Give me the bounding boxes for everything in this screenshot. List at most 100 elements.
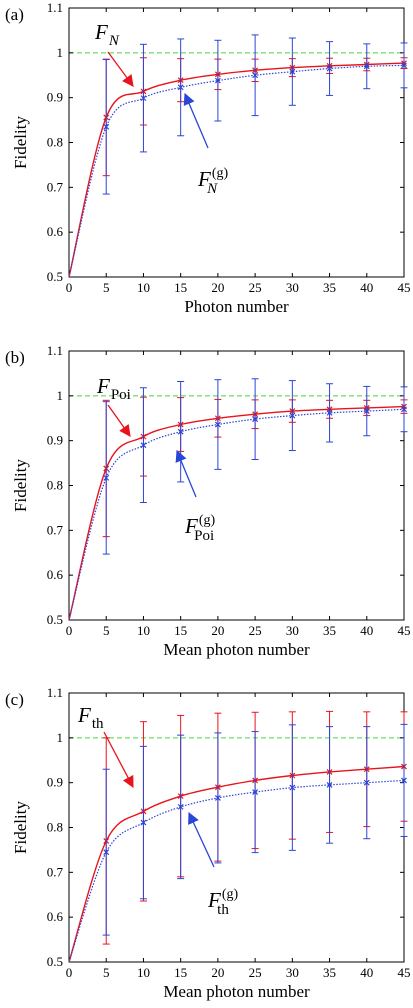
annotation-subscript: N: [206, 181, 218, 197]
data-point-blue: [252, 416, 259, 423]
data-point-blue: [401, 777, 407, 784]
data-point-blue: [326, 409, 333, 416]
marker-stroke: [140, 95, 147, 102]
x-tick-label: 10: [137, 280, 150, 295]
marker-stroke: [326, 65, 333, 72]
series-line-red: [68, 405, 405, 621]
marker-stroke: [177, 428, 184, 435]
panel-1: 0 5 10 15 20 25 30 35 40 45 0.5 0.6 0.7 0.8 0.9 1 1.1 Pho…: [5, 0, 411, 316]
x-axis-label: Mean photon number: [163, 982, 310, 1001]
data-point-blue: [103, 474, 110, 481]
x-tick-label: 10: [137, 623, 150, 638]
x-tick-label: 5: [103, 280, 110, 295]
y-tick-label: 0.8: [47, 135, 63, 150]
x-tick-label: 15: [174, 280, 187, 295]
annotation-main: F: [77, 703, 91, 727]
axes-box: [68, 7, 405, 278]
y-tick-label: 0.5: [47, 269, 63, 284]
annotation-arrow: [103, 731, 134, 789]
data-point-blue: [363, 408, 370, 415]
x-tick-label: 25: [249, 280, 262, 295]
data-point-blue: [177, 428, 184, 435]
marker-stroke: [103, 474, 110, 481]
data-point-blue: [140, 95, 147, 102]
x-tick-label: 40: [360, 965, 373, 980]
marker-stroke: [363, 779, 370, 786]
annotation-arrow: [107, 404, 131, 437]
marker-stroke: [177, 84, 184, 91]
annotation-main: F: [96, 374, 110, 398]
marker-stroke: [401, 62, 407, 69]
marker-stroke: [140, 442, 147, 449]
data-point-blue: [214, 794, 221, 801]
panel-2: 0 5 10 15 20 25 30 35 40 45 0.5 0.6 0.7 0.8 0.9 1 1.1 Mea…: [5, 343, 411, 659]
data-point-blue: [177, 803, 184, 810]
data-point-blue: [252, 72, 259, 79]
y-axis-label: Fidelity: [11, 801, 30, 854]
x-tick-label: 25: [249, 965, 262, 980]
x-tick-label: 15: [174, 965, 187, 980]
annotation-subscript: Poi: [194, 528, 214, 544]
marker-stroke: [363, 408, 370, 415]
data-point-blue: [289, 784, 296, 791]
y-axis-label: Fidelity: [11, 459, 30, 512]
panel-3: 0 5 10 15 20 25 30 35 40 45 0.5 0.6 0.7 0.8 0.9 1 1.1 Mea…: [5, 685, 411, 1001]
marker-stroke: [289, 68, 296, 75]
x-tick-label: 20: [211, 965, 224, 980]
marker-stroke: [214, 77, 221, 84]
data-point-blue: [103, 849, 110, 856]
annotation-label: Fth: [77, 703, 104, 732]
marker-stroke: [140, 819, 147, 826]
data-point-blue: [214, 77, 221, 84]
x-tick-label: 20: [211, 280, 224, 295]
y-tick-label: 0.7: [47, 179, 64, 194]
x-tick-label: 35: [323, 965, 336, 980]
annotation-main: F: [184, 514, 198, 538]
x-axis-label: Mean photon number: [163, 640, 310, 659]
x-tick-label: 45: [398, 623, 411, 638]
data-point-blue: [363, 779, 370, 786]
panel-label: (b): [5, 348, 25, 367]
annotation-superscript: (g): [212, 166, 229, 181]
annotation-arrow: [175, 449, 197, 498]
y-tick-label: 1.1: [47, 343, 63, 358]
y-tick-label: 1: [57, 45, 64, 60]
x-tick-label: 35: [323, 623, 336, 638]
y-tick-label: 0.8: [47, 478, 63, 493]
x-axis-label: Photon number: [184, 297, 289, 316]
x-tick-label: 0: [66, 280, 73, 295]
x-tick-label: 15: [174, 623, 187, 638]
marker-stroke: [252, 72, 259, 79]
marker-stroke: [103, 123, 110, 130]
annotation-subscript: th: [92, 716, 104, 732]
data-point-blue: [252, 789, 259, 796]
x-tick-label: 5: [103, 965, 110, 980]
series-line-blue: [68, 408, 405, 621]
data-point-blue: [177, 84, 184, 91]
series-line-red: [68, 62, 405, 278]
marker-stroke: [401, 777, 407, 784]
data-point-blue: [326, 65, 333, 72]
marker-stroke: [103, 849, 110, 856]
marker-stroke: [289, 412, 296, 419]
y-tick-label: 0.9: [47, 775, 63, 790]
x-tick-label: 10: [137, 965, 150, 980]
panel-label: (a): [5, 5, 24, 24]
marker-stroke: [214, 421, 221, 428]
marker-stroke: [214, 794, 221, 801]
marker-stroke: [252, 416, 259, 423]
x-tick-label: 30: [286, 280, 299, 295]
annotation-label: F(g) th: [207, 887, 238, 918]
annotation-superscript: (g): [199, 513, 216, 528]
data-point-blue: [326, 781, 333, 788]
annotation-label: FN: [94, 20, 120, 49]
annotation-subscript: Poi: [111, 387, 131, 403]
annotation-label: F(g) Poi: [184, 513, 215, 544]
series-line-blue: [68, 779, 405, 963]
annotation-superscript: (g): [222, 887, 239, 902]
y-axis-label: Fidelity: [11, 116, 30, 169]
x-tick-label: 0: [66, 965, 73, 980]
y-tick-label: 0.6: [47, 909, 64, 924]
data-point-blue: [363, 63, 370, 70]
